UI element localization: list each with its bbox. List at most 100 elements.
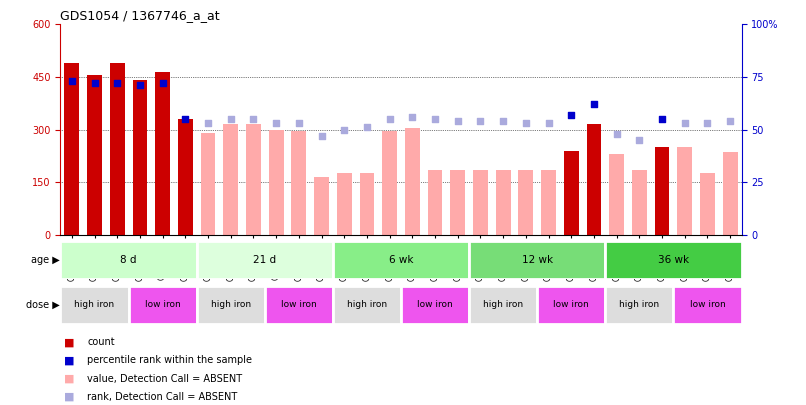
Text: 21 d: 21 d [253, 255, 276, 265]
Point [496, 118, 509, 124]
Bar [469, 286, 537, 324]
Bar [541, 170, 556, 235]
Text: ■: ■ [64, 374, 75, 384]
Point [633, 137, 646, 143]
Text: rank, Detection Call = ABSENT: rank, Detection Call = ABSENT [87, 392, 237, 402]
Text: count: count [87, 337, 114, 347]
Bar [246, 124, 261, 235]
Text: age ▶: age ▶ [31, 255, 60, 265]
Bar [723, 152, 737, 235]
Bar [197, 286, 264, 324]
Text: GDS1054 / 1367746_a_at: GDS1054 / 1367746_a_at [60, 9, 220, 22]
Bar [60, 286, 128, 324]
Bar [451, 170, 465, 235]
Text: high iron: high iron [74, 300, 114, 309]
Bar [156, 72, 170, 235]
Text: 8 d: 8 d [120, 255, 137, 265]
Bar [405, 128, 420, 235]
Bar [537, 286, 605, 324]
Text: dose ▶: dose ▶ [26, 300, 60, 310]
Bar [128, 286, 197, 324]
Bar [314, 177, 329, 235]
Bar [223, 124, 238, 235]
Point [679, 120, 692, 126]
Bar [605, 241, 742, 279]
Text: high iron: high iron [483, 300, 523, 309]
Text: ■: ■ [64, 356, 75, 365]
Point [406, 114, 419, 120]
Point [202, 120, 214, 126]
Bar [201, 133, 215, 235]
Bar [110, 63, 125, 235]
Point [588, 101, 600, 108]
Bar [587, 124, 601, 235]
Point [293, 120, 305, 126]
Bar [473, 170, 488, 235]
Text: high iron: high iron [619, 300, 659, 309]
Bar [564, 151, 579, 235]
Point [451, 118, 464, 124]
Point [724, 118, 737, 124]
Bar [496, 170, 510, 235]
Bar [673, 286, 742, 324]
Bar [359, 173, 374, 235]
Point [224, 116, 237, 122]
Text: value, Detection Call = ABSENT: value, Detection Call = ABSENT [87, 374, 242, 384]
Bar [87, 75, 102, 235]
Point [110, 80, 123, 87]
Point [88, 80, 101, 87]
Point [429, 116, 442, 122]
Point [701, 120, 714, 126]
Bar [632, 170, 646, 235]
Bar [609, 154, 624, 235]
Text: low iron: low iron [690, 300, 725, 309]
Point [610, 130, 623, 137]
Point [270, 120, 283, 126]
Bar [264, 286, 333, 324]
Text: low iron: low iron [281, 300, 317, 309]
Point [134, 82, 147, 89]
Text: 6 wk: 6 wk [388, 255, 413, 265]
Bar [60, 241, 197, 279]
Point [474, 118, 487, 124]
Bar [64, 63, 79, 235]
Bar [700, 173, 715, 235]
Text: high iron: high iron [347, 300, 387, 309]
Text: low iron: low iron [145, 300, 181, 309]
Text: low iron: low iron [554, 300, 589, 309]
Text: 36 wk: 36 wk [658, 255, 689, 265]
Point [383, 116, 396, 122]
Bar [677, 147, 692, 235]
Text: ■: ■ [64, 337, 75, 347]
Bar [337, 173, 351, 235]
Bar [292, 131, 306, 235]
Text: low iron: low iron [418, 300, 453, 309]
Bar [268, 130, 284, 235]
Text: percentile rank within the sample: percentile rank within the sample [87, 356, 252, 365]
Text: 12 wk: 12 wk [521, 255, 553, 265]
Point [519, 120, 532, 126]
Bar [132, 81, 147, 235]
Point [338, 126, 351, 133]
Bar [469, 241, 605, 279]
Point [655, 116, 668, 122]
Bar [197, 241, 333, 279]
Point [65, 78, 78, 84]
Bar [333, 286, 401, 324]
Bar [382, 131, 397, 235]
Point [247, 116, 260, 122]
Point [565, 112, 578, 118]
Bar [605, 286, 673, 324]
Point [156, 80, 169, 87]
Bar [333, 241, 469, 279]
Text: high iron: high iron [210, 300, 251, 309]
Bar [401, 286, 469, 324]
Point [315, 133, 328, 139]
Bar [518, 170, 534, 235]
Text: ■: ■ [64, 392, 75, 402]
Point [360, 124, 373, 131]
Bar [428, 170, 442, 235]
Point [542, 120, 555, 126]
Bar [178, 119, 193, 235]
Point [179, 116, 192, 122]
